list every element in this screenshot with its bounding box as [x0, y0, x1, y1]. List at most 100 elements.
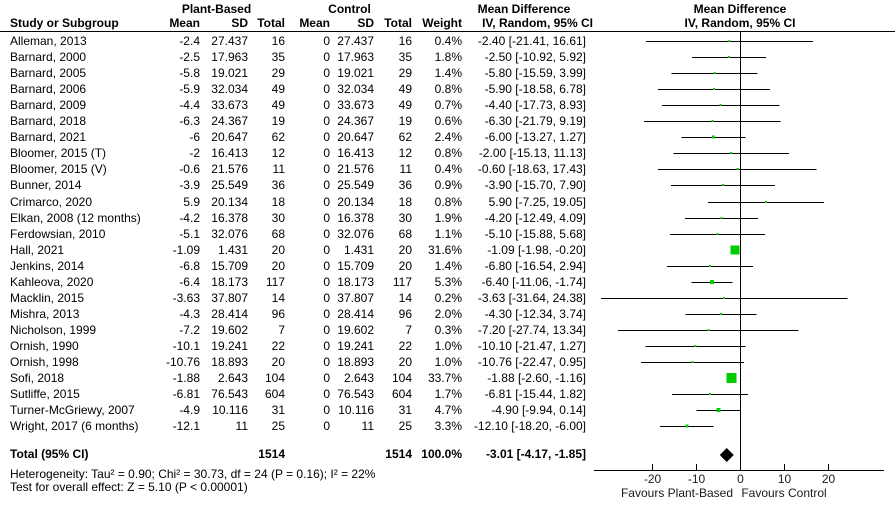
cell-sd-plant-based: 10.116	[212, 403, 248, 418]
cell-sd-plant-based: 17.963	[211, 50, 248, 65]
cell-sd-control: 20.647	[337, 130, 374, 145]
cell-mean-plant-based: -12.1	[172, 419, 200, 434]
cell-mean-plant-based: -1.09	[172, 242, 200, 257]
cell-total-control: 117	[392, 274, 412, 289]
md-column-header: Mean Difference	[477, 2, 571, 16]
tick-label: 0	[737, 472, 744, 486]
cell-ci-text: -10.76 [-22.47, 0.95]	[477, 355, 586, 369]
cell-study-name: Elkan, 2008 (12 months)	[10, 210, 141, 225]
col-header-total1: Total	[257, 16, 285, 30]
cell-sd-control: 15.709	[337, 258, 374, 273]
cell-total-plant-based: 104	[264, 371, 285, 386]
table-row: Barnard, 2000 -2.5 17.963 35 0 17.963 35 1.8% -2…	[0, 49, 895, 65]
favours-left-label: Favours Plant-Based	[621, 486, 733, 500]
cell-mean-plant-based: -6.4	[179, 274, 200, 289]
cell-study-name: Hall, 2021	[10, 242, 65, 257]
cell-study-name: Ferdowsian, 2010	[10, 226, 106, 241]
effect-marker	[728, 40, 731, 42]
cell-weight: 1.4%	[434, 66, 462, 81]
table-row: Ferdowsian, 2010 -5.1 32.076 68 0 32.076 68 1.1…	[0, 226, 895, 242]
cell-ci-text: -4.30 [-12.34, 3.74]	[484, 306, 586, 321]
table-row: Bloomer, 2015 (T) -2 16.413 12 0 16.413 12 0.8%…	[0, 145, 895, 161]
cell-mean-plant-based: -6.3	[179, 114, 200, 129]
cell-mean-control: 0	[323, 338, 330, 353]
cell-total-control: 49	[398, 98, 412, 113]
tick-label: -20	[644, 472, 662, 486]
cell-sd-plant-based: 18.893	[211, 355, 248, 369]
cell-sd-plant-based: 16.413	[211, 146, 248, 161]
cell-total-plant-based: 18	[271, 194, 285, 209]
cell-total-control: 22	[398, 338, 412, 353]
table-row: Crimarco, 2020 5.9 20.134 18 0 20.134 18 0.8% 5.…	[0, 194, 895, 210]
effect-marker	[712, 135, 716, 139]
effect-marker	[764, 201, 767, 203]
cell-mean-plant-based: -3.63	[172, 290, 200, 305]
cell-sd-control: 32.034	[337, 82, 374, 97]
cell-ci-text: -1.09 [-1.98, -0.20]	[487, 242, 586, 257]
table-row: Bloomer, 2015 (V) -0.6 21.576 11 0 21.576 11 0.…	[0, 161, 895, 177]
cell-sd-control: 18.893	[337, 355, 374, 369]
cell-ci-text: -4.40 [-17.73, 8.93]	[484, 98, 586, 113]
cell-total-plant-based: 96	[271, 306, 285, 321]
effect-marker	[691, 361, 694, 363]
cell-ci-text: -7.20 [-27.74, 13.34]	[477, 322, 586, 337]
cell-total-control: 18	[398, 194, 412, 209]
summary-diamond	[719, 448, 734, 462]
cell-ci-text: -4.90 [-9.94, 0.14]	[491, 403, 586, 418]
cell-total-plant-based: 7	[278, 322, 285, 337]
cell-sd-control: 25.549	[337, 178, 374, 193]
cell-sd-plant-based: 24.367	[211, 114, 248, 129]
cell-mean-control: 0	[323, 82, 330, 97]
cell-mean-control: 0	[323, 371, 330, 386]
cell-study-name: Alleman, 2013	[10, 34, 87, 48]
tick-label: 20	[822, 472, 836, 486]
cell-total-control: 68	[398, 226, 412, 241]
cell-sd-plant-based: 2.643	[217, 371, 248, 386]
cell-ci-text: -1.88 [-2.60, -1.16]	[487, 371, 586, 386]
cell-sd-plant-based: 25.549	[211, 178, 248, 193]
total-weight: 100.0%	[421, 447, 462, 461]
cell-mean-plant-based: -6	[189, 130, 200, 145]
cell-total-plant-based: 35	[271, 50, 285, 65]
table-row: Bunner, 2014 -3.9 25.549 36 0 25.549 36 0.9% -3.…	[0, 177, 895, 193]
cell-total-plant-based: 20	[271, 258, 285, 273]
cell-mean-control: 0	[323, 258, 330, 273]
table-row: Sofi, 2018 -1.88 2.643 104 0 2.643 104 33.7% -1.…	[0, 370, 895, 386]
effect-marker	[721, 184, 724, 186]
cell-total-plant-based: 14	[271, 290, 285, 305]
cell-ci-text: -6.30 [-21.79, 9.19]	[484, 114, 586, 129]
cell-total-plant-based: 22	[271, 338, 285, 353]
group-control-label: Control	[328, 2, 371, 16]
total-label: Total (95% CI)	[10, 447, 89, 461]
cell-weight: 0.6%	[434, 114, 462, 129]
cell-study-name: Bloomer, 2015 (T)	[10, 146, 107, 161]
cell-sd-plant-based: 76.543	[211, 387, 248, 402]
cell-mean-plant-based: -5.9	[179, 82, 200, 97]
cell-ci-text: 5.90 [-7.25, 19.05]	[488, 194, 586, 209]
cell-weight: 5.3%	[434, 274, 462, 289]
cell-weight: 0.9%	[434, 178, 462, 193]
cell-weight: 4.7%	[434, 403, 462, 418]
plot-header-line1: Mean Difference	[693, 2, 787, 16]
cell-study-name: Barnard, 2009	[10, 98, 87, 113]
cell-ci-text: -5.90 [-18.58, 6.78]	[484, 82, 586, 97]
cell-sd-plant-based: 32.034	[211, 82, 248, 97]
cell-total-control: 35	[398, 50, 412, 65]
cell-study-name: Sutliffe, 2015	[10, 387, 80, 402]
cell-total-plant-based: 62	[271, 130, 285, 145]
cell-weight: 0.8%	[434, 194, 462, 209]
cell-sd-plant-based: 16.378	[211, 210, 248, 225]
col-header-weight: Weight	[422, 16, 462, 30]
col-header-total2: Total	[384, 16, 412, 30]
table-row: Macklin, 2015 -3.63 37.807 14 0 37.807 14 0.2% -…	[0, 290, 895, 306]
cell-total-plant-based: 36	[271, 178, 285, 193]
cell-ci-text: -2.50 [-10.92, 5.92]	[484, 50, 586, 65]
table-row: Barnard, 2005 -5.8 19.021 29 0 19.021 29 1.4% -5…	[0, 65, 895, 81]
cell-sd-control: 76.543	[337, 387, 374, 402]
cell-total-plant-based: 31	[271, 403, 285, 418]
cell-weight: 0.8%	[434, 146, 462, 161]
cell-weight: 1.7%	[434, 387, 462, 402]
favours-right-label: Favours Control	[741, 486, 826, 500]
cell-sd-plant-based: 21.576	[211, 162, 248, 177]
cell-total-plant-based: 11	[272, 162, 285, 177]
